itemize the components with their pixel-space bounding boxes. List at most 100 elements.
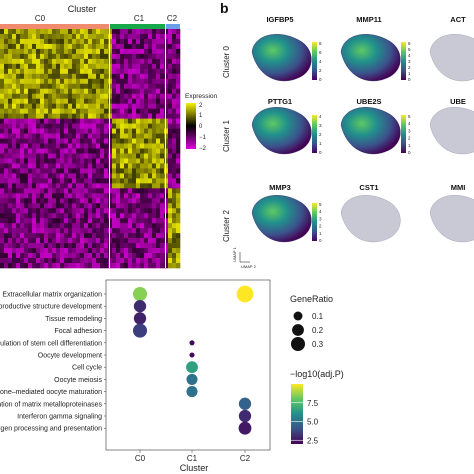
heatmap-cell	[36, 183, 41, 189]
heatmap-cell	[156, 63, 161, 70]
heatmap-cell	[68, 138, 73, 144]
heatmap-cell	[160, 133, 165, 139]
heatmap-cell	[52, 118, 57, 124]
heatmap-cell	[8, 228, 13, 234]
heatmap-cell	[144, 163, 149, 169]
heatmap-cell	[56, 263, 61, 269]
heatmap-cell	[156, 233, 161, 239]
heatmap-cell	[80, 178, 85, 184]
heatmap-cell	[0, 118, 5, 124]
heatmap-cell	[72, 148, 77, 154]
heatmap-cell	[132, 218, 137, 224]
heatmap-cell	[136, 33, 141, 40]
heatmap-cell	[140, 83, 145, 90]
heatmap-cell	[108, 83, 113, 90]
umap-colorbar-tick: 5	[319, 202, 322, 207]
heatmap-cell	[68, 93, 73, 100]
heatmap-cell	[32, 53, 37, 60]
heatmap-cell	[116, 203, 121, 209]
heatmap-cell	[128, 188, 133, 194]
heatmap-cell	[20, 48, 25, 55]
heatmap-cell	[52, 113, 57, 119]
heatmap-cell	[64, 218, 69, 224]
heatmap-cell	[16, 128, 21, 134]
heatmap-cell	[76, 73, 81, 80]
umap-colorbar-tick: 5	[408, 47, 411, 52]
heatmap-cell	[140, 33, 145, 40]
heatmap-cell	[44, 188, 49, 194]
heatmap-cell	[72, 133, 77, 139]
heatmap-cell	[56, 128, 61, 134]
heatmap-cell	[152, 103, 157, 109]
heatmap-cell	[168, 78, 173, 85]
heatmap-cell	[16, 98, 21, 104]
heatmap-cell	[8, 43, 13, 50]
heatmap-cell	[168, 128, 173, 134]
heatmap-cell	[168, 168, 173, 174]
heatmap-cell	[72, 228, 77, 234]
umap-feature-plots: IGFBP586420MMP116543210ACTPTTG143210UBE2…	[251, 15, 474, 243]
dotplot-term-labels: Extracellular matrix organizationproduct…	[0, 292, 106, 433]
heatmap-cell	[144, 63, 149, 70]
heatmap-cell	[140, 53, 145, 60]
heatmap-cell	[60, 108, 65, 114]
dotplot-term-label: Oocyte development	[38, 353, 102, 360]
heatmap-cell	[100, 103, 105, 109]
heatmap-cell	[108, 48, 113, 55]
heatmap-cell	[76, 238, 81, 244]
heatmap-cell	[108, 33, 113, 40]
heatmap-cell	[148, 168, 153, 174]
heatmap-cell	[48, 178, 53, 184]
heatmap-cell	[40, 253, 45, 259]
heatmap-cell	[44, 203, 49, 209]
heatmap-cell	[64, 48, 69, 55]
heatmap-cell	[100, 183, 105, 189]
heatmap-cell	[76, 193, 81, 199]
heatmap-cell	[160, 48, 165, 55]
cluster-label-c1: C1	[134, 14, 145, 23]
heatmap-cell	[32, 248, 37, 254]
heatmap-cell	[48, 93, 53, 100]
heatmap-cell	[40, 163, 45, 169]
padj-legend-title: −log10(adj.P)	[290, 369, 344, 379]
heatmap-cell	[108, 148, 113, 154]
heatmap-cell	[36, 128, 41, 134]
heatmap-cell	[16, 73, 21, 80]
heatmap-cell	[84, 58, 89, 65]
heatmap-cell	[120, 203, 125, 209]
heatmap-cell	[152, 38, 157, 45]
heatmap-cell	[4, 138, 9, 144]
heatmap-cell	[12, 58, 17, 65]
heatmap-cell	[164, 233, 169, 239]
heatmap-cell	[88, 33, 93, 40]
heatmap-cell	[104, 53, 109, 60]
heatmap-cell	[76, 178, 81, 184]
heatmap-cell	[124, 193, 129, 199]
heatmap-cell	[172, 193, 177, 199]
heatmap-cell	[164, 248, 169, 254]
heatmap-cell	[68, 203, 73, 209]
umap-colorbar	[401, 42, 406, 80]
heatmap-cell	[88, 158, 93, 164]
heatmap-cell	[140, 208, 145, 214]
heatmap-cell	[0, 63, 5, 70]
heatmap-cell	[0, 73, 5, 80]
heatmap-cell	[104, 143, 109, 149]
heatmap-cell	[100, 78, 105, 85]
heatmap-cell	[92, 233, 97, 239]
heatmap-cell	[48, 29, 53, 35]
heatmap-cell	[156, 108, 161, 114]
heatmap-cell	[128, 163, 133, 169]
heatmap-cell	[56, 43, 61, 50]
heatmap-cell	[0, 173, 5, 179]
heatmap-cell	[156, 38, 161, 45]
heatmap-cell	[148, 228, 153, 234]
heatmap-cell	[76, 243, 81, 249]
cluster-annotation-title: Cluster	[68, 4, 97, 14]
heatmap-cell	[72, 128, 77, 134]
heatmap-cell	[128, 258, 133, 264]
heatmap-cell	[144, 78, 149, 85]
heatmap-cell	[176, 203, 181, 209]
heatmap-cell	[8, 158, 13, 164]
heatmap-cell	[16, 218, 21, 224]
